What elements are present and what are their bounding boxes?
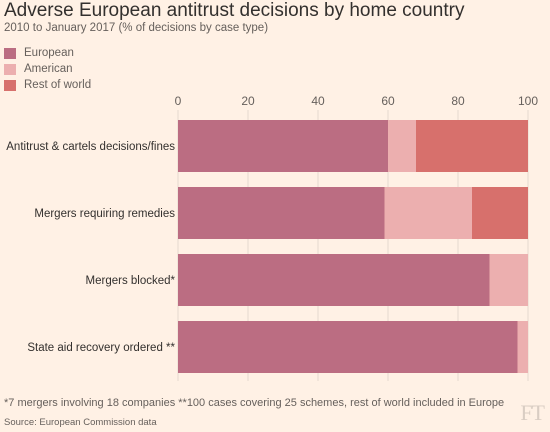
x-tick-label-4: 80 [451,94,465,108]
bar-rest-of-world-0 [416,120,528,172]
bar-american-2 [489,254,528,306]
category-label-2: Mergers blocked* [86,275,176,287]
x-tick-label-1: 20 [241,94,255,108]
x-tick-label-5: 100 [518,94,538,108]
legend-item-european: European [4,45,91,61]
x-tick-label-3: 60 [381,94,395,108]
x-tick-label-2: 40 [311,94,325,108]
bar-european-1 [178,187,385,239]
legend-label-american: American [24,63,73,75]
chart-title: Adverse European antitrust decisions by … [4,0,465,21]
legend-swatch-rest-of-world [4,79,16,91]
bar-american-1 [384,187,472,239]
bar-american-0 [388,120,416,172]
source-note: Source: European Commission data [4,417,157,428]
bar-european-0 [178,120,388,172]
legend-label-european: European [24,47,74,59]
bar-european-3 [178,321,518,373]
x-tick-label-0: 0 [175,94,182,108]
footnote: *7 mergers involving 18 companies **100 … [4,397,505,409]
legend-item-rest-of-world: Rest of world [4,77,91,93]
legend-label-rest-of-world: Rest of world [24,79,92,91]
bar-european-2 [178,254,490,306]
legend-swatch-european [4,47,16,59]
category-label-3: State aid recovery ordered ** [27,342,175,354]
bar-american-3 [517,321,528,373]
chart-subtitle: 2010 to January 2017 (% of decisions by … [4,22,269,34]
bar-rest-of-world-1 [472,187,528,239]
ft-logo: FT [520,400,545,425]
legend-swatch-american [4,63,16,75]
legend: European American Rest of world [4,45,91,93]
category-label-1: Mergers requiring remedies [34,208,175,220]
legend-item-american: American [4,61,91,77]
category-label-0: Antitrust & cartels decisions/fines [6,141,175,153]
